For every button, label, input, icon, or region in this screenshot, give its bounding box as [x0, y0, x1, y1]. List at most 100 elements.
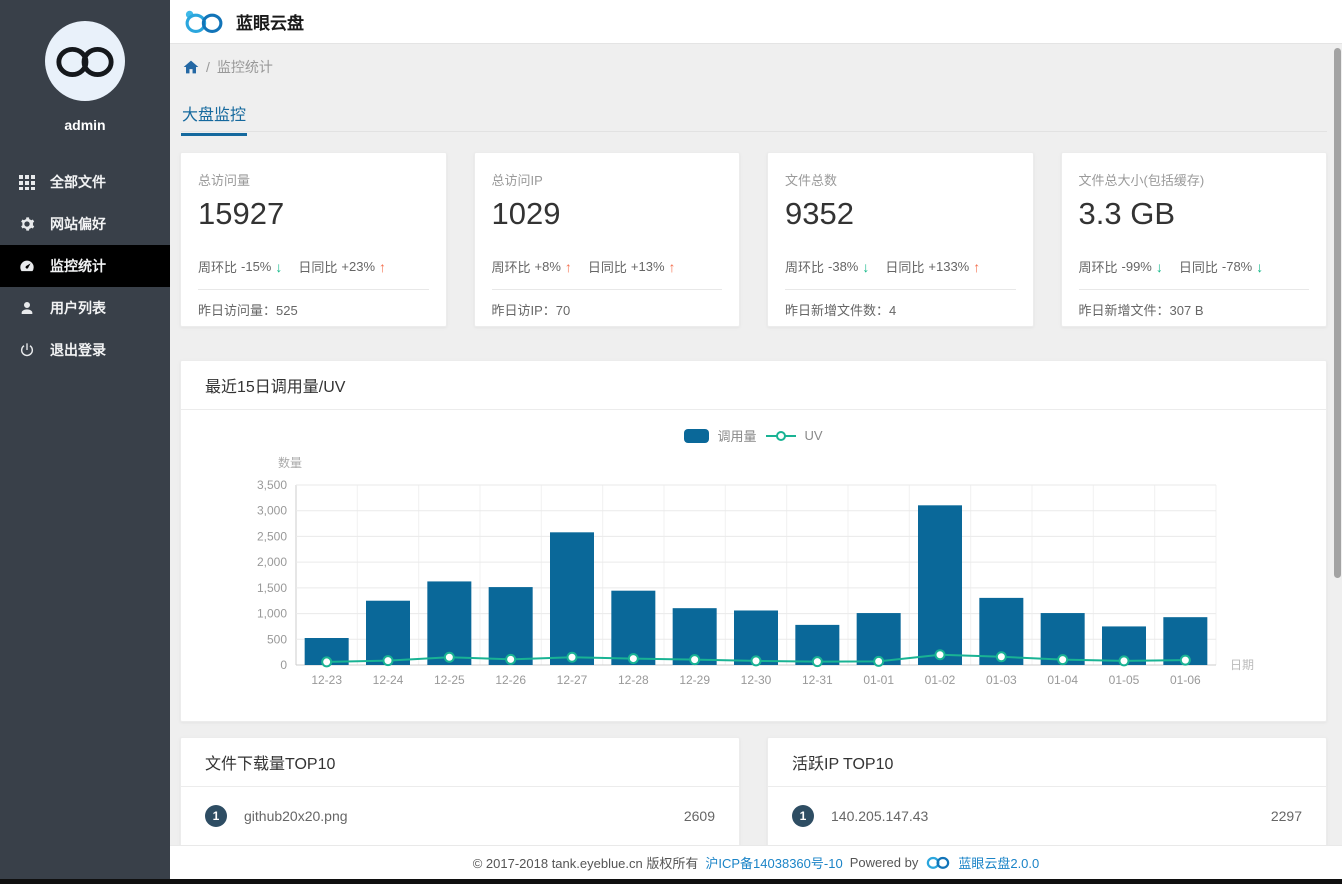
page-title: 蓝眼云盘: [236, 14, 304, 33]
window-bottom-edge: [0, 879, 1342, 884]
trend-up-icon: ↑: [379, 258, 387, 275]
trend-label: 周环比: [1078, 260, 1118, 275]
breadcrumb-separator: /: [206, 59, 210, 75]
calls-uv-chart-card: 最近15日调用量/UV 调用量 UV 0 500 1,000 1,500 2,000 2,…: [180, 360, 1327, 722]
home-icon[interactable]: [183, 59, 199, 75]
trend-label: 周环比: [785, 260, 825, 275]
avatar: [45, 21, 125, 101]
stat-footer-value: 525: [276, 303, 298, 318]
stat-card-total-size: 文件总大小(包括缓存) 3.3 GB 周环比 -99% ↓ 日同比 -78% ↓ 昨日新…: [1060, 152, 1327, 327]
sidebar-item-site-preferences[interactable]: 网站偏好: [0, 203, 170, 245]
stat-trends: 周环比 -38% ↓ 日同比 +133% ↑: [785, 257, 1016, 276]
svg-text:01-02: 01-02: [925, 673, 956, 687]
username: admin: [64, 117, 106, 133]
svg-text:12-23: 12-23: [311, 673, 342, 687]
breadcrumb-current: 监控统计: [216, 59, 273, 75]
stat-value: 15927: [198, 196, 285, 231]
sidebar-menu: 全部文件 网站偏好 监控统计 用户列表 退出登录: [0, 161, 170, 371]
trend-label: 日同比: [885, 260, 925, 275]
trend-label: 日同比: [1178, 260, 1218, 275]
stat-footer: 昨日访问量：525: [198, 300, 429, 319]
svg-text:01-03: 01-03: [986, 673, 1017, 687]
stat-footer-label: 昨日新增文件数：: [785, 303, 890, 318]
sidebar-item-user-list[interactable]: 用户列表: [0, 287, 170, 329]
sidebar: admin 全部文件 网站偏好 监控统计 用户列表: [0, 0, 170, 884]
trend-down-icon: ↓: [1256, 258, 1264, 275]
trend-value: +133%: [928, 259, 970, 274]
trend-down-icon: ↓: [275, 258, 283, 275]
svg-text:01-04: 01-04: [1047, 673, 1078, 687]
svg-text:1,500: 1,500: [257, 581, 287, 595]
sidebar-item-label: 全部文件: [50, 174, 106, 190]
divider: [785, 289, 1016, 290]
list-item-name: github20x20.png: [244, 808, 348, 824]
legend-item-calls[interactable]: 调用量: [684, 426, 756, 445]
trend-value: +23%: [341, 259, 376, 274]
tab-dashboard-monitor[interactable]: 大盘监控: [181, 95, 248, 136]
page-footer: © 2017-2018 tank.eyeblue.cn 版权所有 沪ICP备14…: [170, 845, 1342, 879]
app-logo-icon: [185, 10, 223, 33]
stat-trends: 周环比 -99% ↓ 日同比 -78% ↓: [1079, 257, 1310, 276]
trend-label: 周环比: [198, 260, 238, 275]
powered-by-text: Powered by: [849, 855, 919, 870]
sidebar-item-label: 用户列表: [50, 300, 106, 316]
stat-card-total-ips: 总访问IP 1029 周环比 +8% ↑ 日同比 +13% ↑ 昨日访IP：70: [473, 152, 740, 327]
trend-value: -15%: [241, 259, 272, 274]
stat-cards-row: 总访问量 15927 周环比 -15% ↓ 日同比 +23% ↑ 昨日访问量：525 总…: [180, 152, 1327, 327]
trend-up-icon: ↑: [668, 258, 676, 275]
svg-text:01-05: 01-05: [1109, 673, 1140, 687]
stat-title: 文件总数: [785, 173, 838, 188]
svg-text:500: 500: [267, 632, 287, 646]
svg-text:01-01: 01-01: [863, 673, 894, 687]
app-header: 蓝眼云盘: [170, 0, 1342, 44]
stat-footer: 昨日新增文件：307 B: [1079, 300, 1310, 319]
power-icon: [19, 342, 35, 358]
svg-text:2,000: 2,000: [257, 555, 287, 569]
rank-badge: 1: [205, 805, 227, 827]
stat-footer: 昨日新增文件数：4: [785, 300, 1016, 319]
stat-card-total-visits: 总访问量 15927 周环比 -15% ↓ 日同比 +23% ↑ 昨日访问量：525: [180, 152, 447, 327]
svg-text:12-27: 12-27: [557, 673, 588, 687]
stat-trends: 周环比 +8% ↑ 日同比 +13% ↑: [492, 257, 723, 276]
trend-value: -38%: [828, 259, 859, 274]
list-card-title: 文件下载量TOP10: [181, 738, 739, 787]
stat-footer-value: 4: [889, 303, 897, 318]
trend-value: +13%: [630, 259, 665, 274]
stat-trends: 周环比 -15% ↓ 日同比 +23% ↑: [198, 257, 429, 276]
list-item-value: 2297: [1270, 808, 1302, 824]
tab-bar: 大盘监控: [181, 95, 1327, 136]
trend-value: -78%: [1221, 259, 1253, 274]
divider: [491, 289, 722, 290]
breadcrumb: / 监控统计: [183, 57, 273, 77]
calls-uv-chart: 0 500 1,000 1,500 2,000 2,500 3,000 3,500 12-23 1…: [257, 455, 1254, 687]
stat-footer-value: 70: [555, 303, 571, 318]
stat-footer-value: 307 B: [1169, 303, 1204, 318]
list-card-title: 活跃IP TOP10: [768, 738, 1326, 787]
stat-title: 文件总大小(包括缓存): [1078, 173, 1205, 188]
gear-icon: [19, 216, 35, 232]
svg-text:12-28: 12-28: [618, 673, 649, 687]
legend-label: 调用量: [717, 429, 757, 444]
svg-text:1,000: 1,000: [257, 607, 287, 621]
stat-card-total-files: 文件总数 9352 周环比 -38% ↓ 日同比 +133% ↑ 昨日新增文件数：4: [767, 152, 1034, 327]
list-item: 1 github20x20.png 2609: [181, 787, 739, 846]
legend-item-uv[interactable]: UV: [766, 428, 823, 443]
trend-down-icon: ↓: [1155, 258, 1163, 275]
svg-text:3,000: 3,000: [257, 504, 287, 518]
sidebar-item-monitoring[interactable]: 监控统计: [0, 245, 170, 287]
stat-footer: 昨日访IP：70: [492, 300, 723, 319]
list-item-value: 2609: [683, 808, 715, 824]
sidebar-item-logout[interactable]: 退出登录: [0, 329, 170, 371]
icp-link[interactable]: 沪ICP备14038360号-10: [705, 856, 843, 871]
sidebar-item-all-files[interactable]: 全部文件: [0, 161, 170, 203]
list-item-name: 140.205.147.43: [831, 808, 929, 824]
trend-value: +8%: [534, 259, 561, 274]
stat-value: 3.3 GB: [1078, 196, 1176, 231]
list-item: 1 140.205.147.43 2297: [768, 787, 1326, 846]
scrollbar[interactable]: [1334, 48, 1341, 578]
main-content: / 监控统计 大盘监控 总访问量 15927 周环比 -15% ↓ 日同比 +23% ↑…: [170, 44, 1342, 884]
product-version-link[interactable]: 蓝眼云盘2.0.0: [958, 856, 1040, 871]
svg-text:12-24: 12-24: [373, 673, 404, 687]
user-icon: [19, 300, 35, 316]
svg-text:12-26: 12-26: [495, 673, 526, 687]
